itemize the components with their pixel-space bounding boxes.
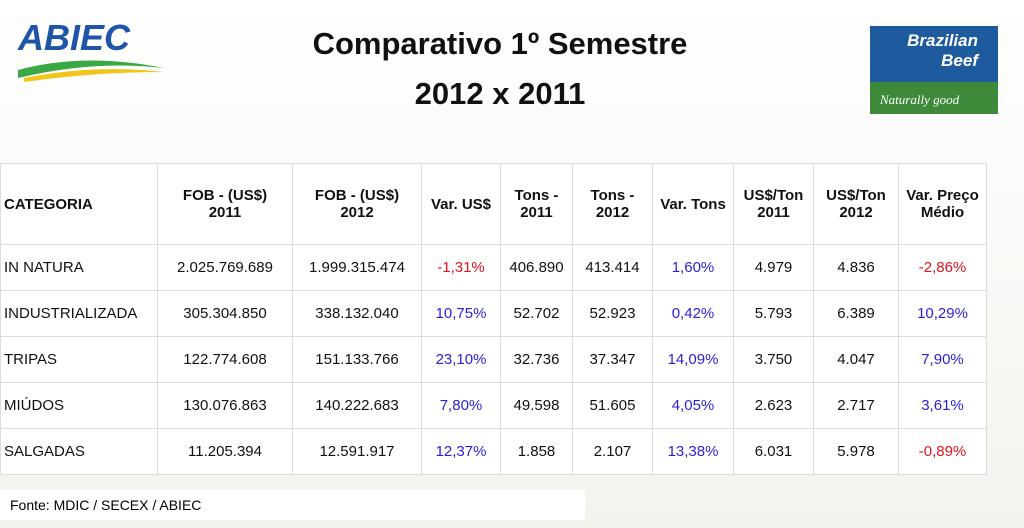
cell: 2.107 bbox=[572, 428, 653, 475]
cell: 7,80% bbox=[421, 382, 501, 429]
cell: 6.389 bbox=[813, 290, 899, 337]
header-cell: US$/Ton 2011 bbox=[733, 163, 814, 245]
cell: 3,61% bbox=[898, 382, 987, 429]
cell: 5.793 bbox=[733, 290, 814, 337]
source-note: Fonte: MDIC / SECEX / ABIEC bbox=[0, 490, 585, 520]
cell: 5.978 bbox=[813, 428, 899, 475]
logo-text: Beef bbox=[941, 51, 980, 70]
header-line: CATEGORIA bbox=[4, 195, 93, 213]
title: Comparativo 1º Semestre bbox=[312, 26, 688, 61]
header-line: 2012 bbox=[839, 204, 873, 221]
cell: 413.414 bbox=[572, 244, 653, 291]
header-row: CATEGORIA FOB - (US$) 2011 FOB - (US$) 2012 V… bbox=[0, 163, 987, 245]
cell: 0,42% bbox=[652, 290, 734, 337]
logo-text: Brazilian bbox=[907, 31, 978, 50]
cell: 1.999.315.474 bbox=[292, 244, 422, 291]
data-row: TRIPAS 122.774.608 151.133.766 23,10% 32.736… bbox=[0, 336, 987, 383]
header-line: US$/Ton bbox=[826, 187, 886, 204]
cell: 7,90% bbox=[898, 336, 987, 383]
header-cell: US$/Ton 2012 bbox=[813, 163, 899, 245]
header-cell: FOB - (US$) 2012 bbox=[292, 163, 422, 245]
header-line: Tons - bbox=[514, 187, 559, 204]
header-cell: FOB - (US$) 2011 bbox=[157, 163, 293, 245]
data-row: IN NATURA 2.025.769.689 1.999.315.474 -1,31… bbox=[0, 244, 987, 291]
cell: 6.031 bbox=[733, 428, 814, 475]
cell: 1,60% bbox=[652, 244, 734, 291]
abiec-logo-text: ABIEC bbox=[17, 17, 131, 58]
header-cell: Tons -2012 bbox=[572, 163, 653, 245]
cell: 49.598 bbox=[500, 382, 573, 429]
cell: 4.836 bbox=[813, 244, 899, 291]
data-row: SALGADAS 11.205.394 12.591.917 12,37% 1.858 2… bbox=[0, 428, 987, 475]
header-cell: CATEGORIA bbox=[0, 163, 158, 245]
cell: 140.222.683 bbox=[292, 382, 422, 429]
logo-swoosh bbox=[18, 60, 164, 78]
cell: 151.133.766 bbox=[292, 336, 422, 383]
cell: 406.890 bbox=[500, 244, 573, 291]
cell: 32.736 bbox=[500, 336, 573, 383]
header-line: 2011 bbox=[757, 204, 790, 221]
header-cell: Var. Preço Médio bbox=[898, 163, 987, 245]
cell: 52.702 bbox=[500, 290, 573, 337]
header-cell: Var. US$ bbox=[421, 163, 501, 245]
cell: 37.347 bbox=[572, 336, 653, 383]
header-cell: Tons -2011 bbox=[500, 163, 573, 245]
cell: 12,37% bbox=[421, 428, 501, 475]
cell: SALGADAS bbox=[0, 428, 158, 475]
cell: 2.717 bbox=[813, 382, 899, 429]
header-cell: Var. Tons bbox=[652, 163, 734, 245]
cell: 52.923 bbox=[572, 290, 653, 337]
cell: 10,75% bbox=[421, 290, 501, 337]
cell: TRIPAS bbox=[0, 336, 158, 383]
data-row: MIÚDOS 130.076.863 140.222.683 7,80% 49.598 5… bbox=[0, 382, 987, 429]
cell: -2,86% bbox=[898, 244, 987, 291]
header-line: US$/Ton bbox=[743, 187, 804, 204]
header-line: Var. Preço bbox=[906, 187, 979, 204]
cell: MIÚDOS bbox=[0, 382, 158, 429]
header-line: 2012 bbox=[340, 204, 374, 221]
cell: -0,89% bbox=[898, 428, 987, 475]
cell: IN NATURA bbox=[0, 244, 158, 291]
header-line: 2011 bbox=[208, 204, 242, 221]
header-line: Médio bbox=[920, 204, 965, 221]
logo-swoosh bbox=[24, 69, 164, 82]
cell: 122.774.608 bbox=[157, 336, 293, 383]
cell: 14,09% bbox=[652, 336, 734, 383]
cell: 3.750 bbox=[733, 336, 814, 383]
cell: 23,10% bbox=[421, 336, 501, 383]
header-line: FOB - (US$) bbox=[182, 187, 268, 204]
cell: 51.605 bbox=[572, 382, 653, 429]
cell: 13,38% bbox=[652, 428, 734, 475]
data-table: CATEGORIA FOB - (US$) 2011 FOB - (US$) 2012 V… bbox=[0, 163, 987, 475]
cell: 2.025.769.689 bbox=[157, 244, 293, 291]
abiec-logo: ABIEC bbox=[17, 17, 164, 82]
cell: 338.132.040 bbox=[292, 290, 422, 337]
header-line: FOB - (US$) bbox=[314, 187, 400, 204]
header-line: Var. Tons bbox=[660, 195, 726, 213]
title: 2012 x 2011 bbox=[414, 76, 586, 111]
cell: 11.205.394 bbox=[157, 428, 293, 475]
cell: 2.623 bbox=[733, 382, 814, 429]
header-line: 2012 bbox=[595, 204, 630, 221]
cell: 4.979 bbox=[733, 244, 814, 291]
brazilian-beef-logo: Brazilian Beef Naturally good bbox=[870, 26, 998, 114]
cell: 12.591.917 bbox=[292, 428, 422, 475]
logo-band bbox=[870, 82, 998, 114]
cell: 130.076.863 bbox=[157, 382, 293, 429]
cell: 10,29% bbox=[898, 290, 987, 337]
header-line: 2011 bbox=[520, 204, 553, 221]
header-line: Tons - bbox=[590, 187, 635, 204]
cell: INDUSTRIALIZADA bbox=[0, 290, 158, 337]
cell: 4.047 bbox=[813, 336, 899, 383]
cell: 4,05% bbox=[652, 382, 734, 429]
cell: -1,31% bbox=[421, 244, 501, 291]
data-row: INDUSTRIALIZADA 305.304.850 338.132.040 10,… bbox=[0, 290, 987, 337]
cell: 1.858 bbox=[500, 428, 573, 475]
cell: 305.304.850 bbox=[157, 290, 293, 337]
header-line: Var. US$ bbox=[430, 195, 492, 213]
logo-tagline: Naturally good bbox=[879, 92, 960, 107]
